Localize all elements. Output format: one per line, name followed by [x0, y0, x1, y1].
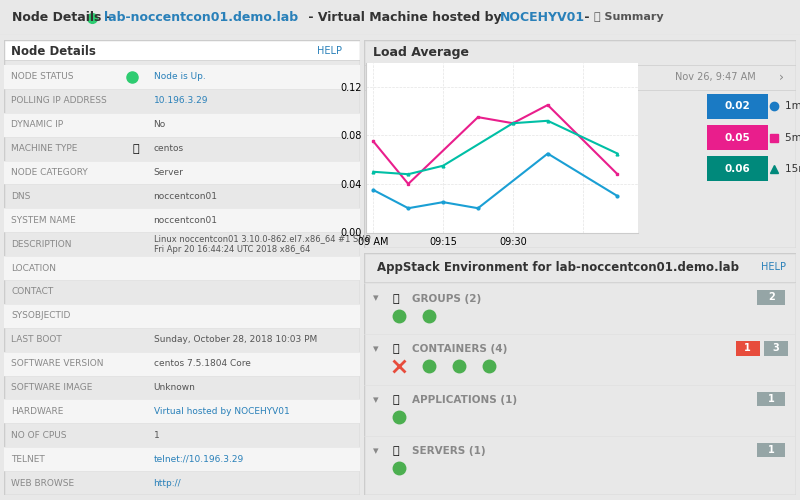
Text: 🐧: 🐧	[132, 144, 138, 154]
Text: 1: 1	[768, 394, 774, 404]
Text: 2: 2	[768, 292, 774, 302]
Bar	[757, 290, 786, 304]
Bar	[4, 400, 360, 423]
Text: telnet://10.196.3.29: telnet://10.196.3.29	[154, 454, 244, 464]
Text: APPLICATIONS (1): APPLICATIONS (1)	[411, 396, 517, 406]
Text: HARDWARE: HARDWARE	[11, 407, 63, 416]
Bar	[4, 113, 360, 136]
Text: 1: 1	[744, 344, 751, 353]
Bar	[4, 208, 360, 232]
Text: WEB BROWSE: WEB BROWSE	[11, 478, 74, 488]
Text: DESCRIPTION: DESCRIPTION	[11, 240, 72, 248]
Text: 0.06: 0.06	[725, 164, 750, 173]
Text: noccentcon01: noccentcon01	[154, 216, 218, 225]
Bar	[4, 256, 360, 280]
Text: Nov 26, 9:47 AM: Nov 26, 9:47 AM	[675, 72, 756, 83]
Text: centos: centos	[154, 144, 184, 153]
Text: 15min Load Average: 15min Load Average	[786, 164, 800, 173]
Text: LAST BOOT: LAST BOOT	[11, 335, 62, 344]
Text: 📄 Summary: 📄 Summary	[594, 12, 663, 22]
Bar	[4, 160, 360, 184]
Text: 📁: 📁	[392, 294, 398, 304]
Text: http://: http://	[154, 478, 181, 488]
Text: ▾: ▾	[373, 446, 378, 456]
Text: Nov 26, 8:47 AM: Nov 26, 8:47 AM	[394, 72, 475, 83]
Text: ‹: ‹	[382, 71, 386, 84]
Bar	[707, 156, 768, 181]
Text: Linux noccentcon01 3.10.0-862.el7.x86_64 #1 SMP
Fri Apr 20 16:44:24 UTC 2018 x86: Linux noccentcon01 3.10.0-862.el7.x86_64…	[154, 234, 370, 254]
Text: 1: 1	[768, 445, 774, 455]
Text: lab-noccentcon01.demo.lab: lab-noccentcon01.demo.lab	[104, 11, 298, 24]
Text: 10.196.3.29: 10.196.3.29	[154, 96, 208, 106]
Text: HELP: HELP	[318, 46, 342, 56]
Text: SYSTEM NAME: SYSTEM NAME	[11, 216, 76, 225]
Text: No: No	[154, 120, 166, 129]
Text: Unknown: Unknown	[154, 383, 195, 392]
Bar	[764, 341, 788, 355]
Bar	[757, 443, 786, 458]
Text: Virtual hosted by NOCEHYV01: Virtual hosted by NOCEHYV01	[154, 407, 290, 416]
Text: Node is Up.: Node is Up.	[154, 72, 206, 82]
Text: Node Details: Node Details	[11, 45, 96, 58]
Text: SERVERS (1): SERVERS (1)	[411, 446, 485, 456]
Text: TELNET: TELNET	[11, 454, 45, 464]
Text: 1min Load Average: 1min Load Average	[786, 102, 800, 112]
Text: Node Details -: Node Details -	[12, 11, 115, 24]
Text: SOFTWARE IMAGE: SOFTWARE IMAGE	[11, 383, 93, 392]
Text: noccentcon01: noccentcon01	[154, 192, 218, 201]
Text: centos 7.5.1804 Core: centos 7.5.1804 Core	[154, 359, 250, 368]
Text: LOCATION: LOCATION	[11, 264, 56, 272]
Bar	[4, 447, 360, 471]
Text: Sunday, October 28, 2018 10:03 PM: Sunday, October 28, 2018 10:03 PM	[154, 335, 317, 344]
Text: 0.05: 0.05	[725, 132, 750, 142]
Text: SYSOBJECTID: SYSOBJECTID	[11, 312, 70, 320]
Text: ▾: ▾	[373, 294, 378, 304]
Text: GROUPS (2): GROUPS (2)	[411, 294, 481, 304]
Bar	[707, 94, 768, 119]
Text: NODE STATUS: NODE STATUS	[11, 72, 74, 82]
Bar	[4, 304, 360, 328]
Text: CONTAINERS (4): CONTAINERS (4)	[411, 344, 507, 354]
Text: -: -	[580, 11, 594, 24]
Text: POLLING IP ADDRESS: POLLING IP ADDRESS	[11, 96, 107, 106]
Text: - Virtual Machine hosted by: - Virtual Machine hosted by	[304, 11, 506, 24]
Text: Load Average: Load Average	[373, 46, 469, 59]
Text: ▾: ▾	[373, 344, 378, 354]
Bar	[757, 392, 786, 406]
Text: NODE CATEGORY: NODE CATEGORY	[11, 168, 88, 177]
Text: NOCEHYV01: NOCEHYV01	[500, 11, 585, 24]
Text: Last hour: Last hour	[520, 72, 579, 83]
Bar	[707, 125, 768, 150]
Bar	[735, 341, 760, 355]
Text: 0.02: 0.02	[725, 102, 750, 112]
Bar	[4, 352, 360, 376]
Text: 1: 1	[154, 431, 159, 440]
Text: DNS: DNS	[11, 192, 30, 201]
Text: MACHINE TYPE: MACHINE TYPE	[11, 144, 78, 153]
Text: NO OF CPUS: NO OF CPUS	[11, 431, 66, 440]
Text: SOFTWARE VERSION: SOFTWARE VERSION	[11, 359, 104, 368]
Text: Server: Server	[154, 168, 183, 177]
Text: HELP: HELP	[762, 262, 786, 272]
Text: AppStack Environment for lab-noccentcon01.demo.lab: AppStack Environment for lab-noccentcon0…	[377, 260, 739, 274]
Bar	[4, 40, 360, 60]
Text: 📋: 📋	[392, 396, 398, 406]
Text: ▾: ▾	[373, 396, 378, 406]
Text: ›: ›	[778, 71, 784, 84]
Bar	[4, 65, 360, 89]
Text: 📦: 📦	[392, 344, 398, 354]
Text: 🖥: 🖥	[392, 446, 398, 456]
Text: CONTACT: CONTACT	[11, 288, 54, 296]
Text: DYNAMIC IP: DYNAMIC IP	[11, 120, 63, 129]
Text: 3: 3	[772, 344, 779, 353]
Text: 5min Load Average: 5min Load Average	[786, 132, 800, 142]
